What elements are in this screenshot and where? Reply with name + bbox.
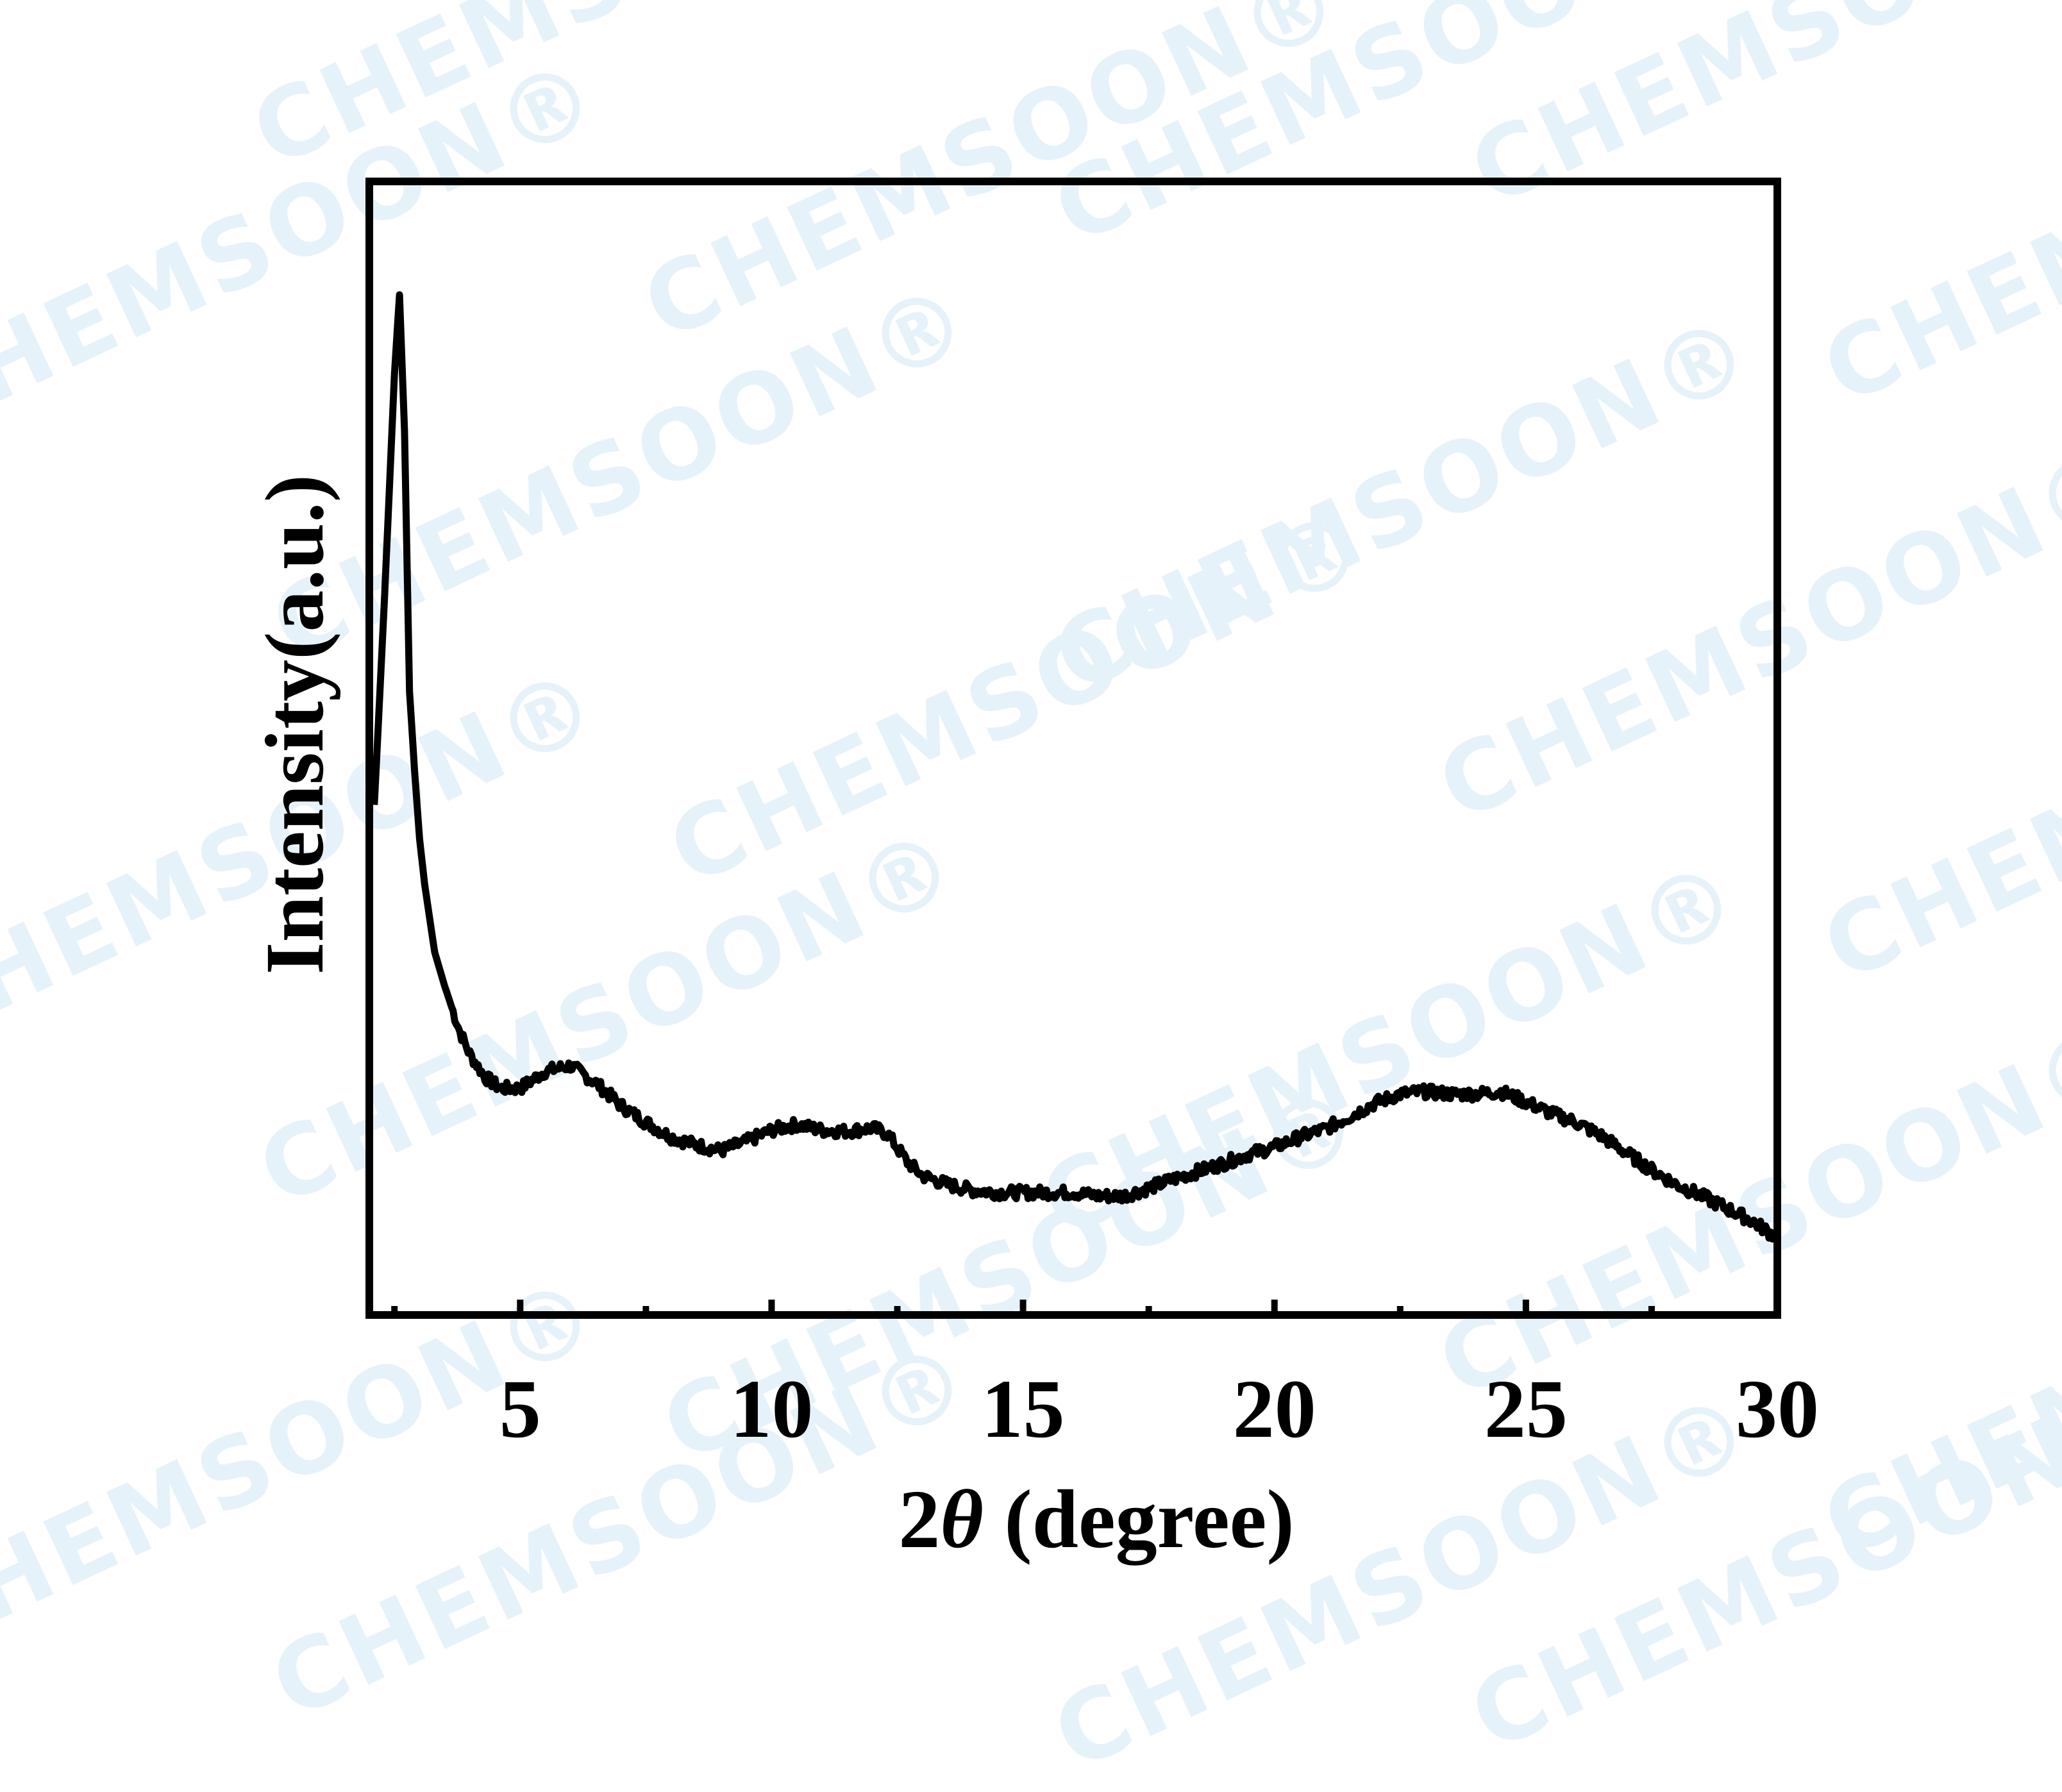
x-tick-label: 25 xyxy=(1484,1363,1568,1455)
x-tick-label: 20 xyxy=(1233,1363,1316,1455)
xrd-chart: 5 10 15 20 25 30 xyxy=(365,178,1819,1455)
x-tick-label: 30 xyxy=(1736,1363,1819,1455)
x-tick-label: 5 xyxy=(499,1363,541,1455)
plot-line-layer xyxy=(371,291,1781,1243)
x-axis-label-prefix: 2 xyxy=(898,1473,941,1566)
x-tick-labels: 5 10 15 20 25 30 xyxy=(499,1363,1819,1455)
x-tick-label: 15 xyxy=(982,1363,1065,1455)
plot-frame xyxy=(365,178,1781,1319)
y-axis-label: Intensity(a.u.) xyxy=(249,474,341,975)
xrd-series-line xyxy=(371,291,1781,1243)
x-tick-label: 10 xyxy=(730,1363,813,1455)
x-axis-label-suffix: (degree) xyxy=(983,1473,1295,1566)
x-axis-label-theta: θ xyxy=(940,1473,984,1566)
x-axis-label: 2θ (degree) xyxy=(840,1468,1353,1571)
x-ticks xyxy=(391,1300,1781,1315)
